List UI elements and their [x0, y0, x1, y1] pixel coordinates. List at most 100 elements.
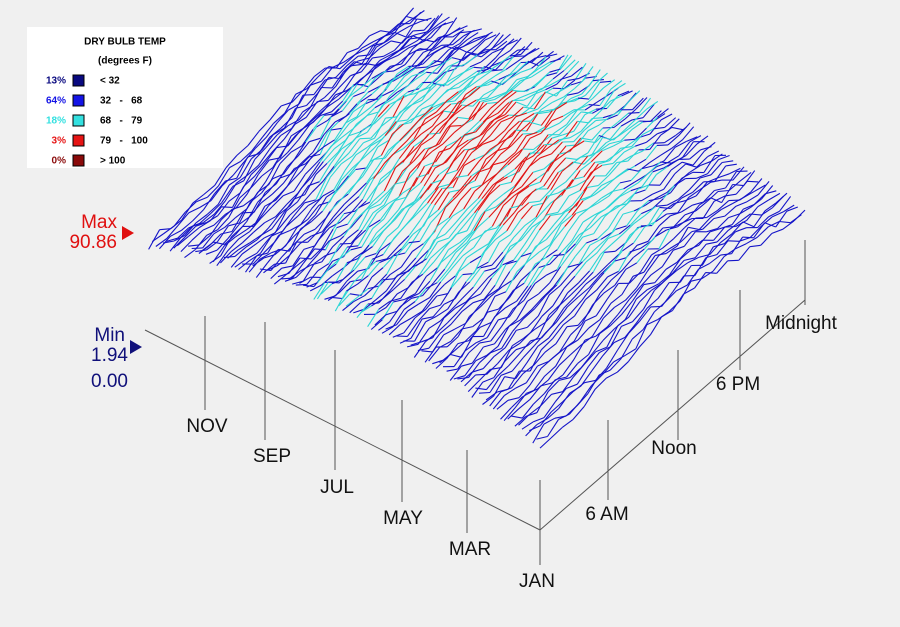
surface-line: [514, 186, 526, 196]
surface-line: [383, 183, 396, 206]
surface-line: [409, 161, 422, 174]
surface-line: [539, 189, 552, 202]
surface-line: [550, 171, 563, 191]
surface-line: [375, 290, 387, 301]
surface-line: [432, 303, 445, 318]
surface-line: [676, 262, 689, 272]
surface-line: [511, 337, 524, 347]
surface-line: [371, 298, 383, 307]
surface-line: [250, 163, 263, 176]
surface-line: [236, 156, 249, 179]
surface-line: [318, 176, 331, 200]
surface-line: [497, 114, 509, 122]
surface-line: [537, 314, 550, 338]
surface-line: [610, 314, 623, 326]
surface-line: [676, 284, 688, 292]
surface-line: [470, 234, 482, 242]
surface-line: [491, 224, 504, 241]
surface-line: [529, 367, 542, 386]
surface-line: [559, 312, 572, 325]
surface-line: [303, 245, 315, 250]
surface-line: [357, 275, 369, 285]
surface-line: [478, 391, 491, 394]
surface-line: [290, 145, 303, 153]
surface-line: [350, 213, 363, 228]
surface-line: [398, 25, 410, 33]
surface-line: [771, 228, 784, 234]
surface-line: [496, 130, 509, 146]
surface-line: [408, 220, 421, 237]
surface-line: [368, 233, 381, 246]
surface-line: [657, 129, 669, 135]
surface-line: [355, 147, 368, 156]
surface-line: [412, 10, 425, 19]
surface-line: [732, 166, 745, 181]
surface-line: [443, 110, 455, 114]
surface-line: [450, 328, 463, 342]
surface-line: [619, 179, 632, 184]
surface-line: [513, 225, 526, 238]
surface-line: [423, 17, 436, 31]
surface-line: [431, 143, 444, 153]
surface-line: [757, 181, 770, 196]
surface-line: [690, 278, 703, 282]
surface-line: [613, 336, 626, 344]
surface-line: [342, 84, 355, 102]
legend-swatch: [72, 154, 85, 167]
surface-line: [673, 200, 686, 205]
surface-line: [486, 120, 498, 132]
surface-line: [636, 248, 649, 264]
surface-line: [721, 203, 733, 210]
surface-line: [312, 114, 325, 130]
surface-line: [482, 356, 495, 370]
surface-line: [228, 192, 241, 202]
surface-line: [600, 243, 613, 255]
surface-line: [706, 209, 719, 219]
surface-line: [572, 161, 585, 165]
surface-line: [405, 199, 417, 208]
surface-line: [317, 268, 330, 283]
surface-line: [696, 135, 709, 145]
surface-line: [545, 72, 558, 77]
surface-line: [517, 166, 530, 183]
surface-line: [678, 122, 691, 136]
surface-line: [173, 234, 186, 242]
surface-line: [577, 287, 590, 298]
surface-line: [584, 120, 597, 131]
surface-line: [563, 79, 576, 90]
surface-line: [426, 241, 439, 260]
surface-line: [669, 223, 682, 230]
surface-line: [390, 248, 402, 259]
surface-line: [756, 226, 769, 238]
surface-line: [519, 92, 532, 99]
surface-line: [371, 267, 384, 278]
surface-line: [473, 211, 486, 232]
surface-line: [463, 190, 476, 210]
surface-line: [538, 71, 550, 83]
surface-line: [578, 270, 591, 284]
surface-line: [525, 365, 538, 384]
surface-line: [488, 43, 500, 52]
surface-line: [413, 118, 426, 139]
surface-line: [439, 103, 452, 115]
surface-line: [581, 80, 594, 95]
surface-line: [234, 246, 247, 257]
surface-line: [523, 93, 535, 101]
surface-line: [548, 90, 561, 99]
surface-line: [483, 75, 496, 84]
surface-line: [642, 103, 655, 119]
surface-line: [557, 195, 570, 213]
surface-line: [436, 89, 448, 102]
surface-line: [338, 88, 351, 100]
surface-line: [337, 175, 349, 190]
surface-line: [642, 311, 655, 330]
surface-line: [359, 137, 371, 140]
surface-line: [562, 109, 575, 117]
surface-line: [532, 168, 545, 173]
legend-percent: 13%: [46, 76, 66, 87]
surface-line: [547, 408, 560, 419]
surface-line: [450, 125, 462, 127]
surface-line: [389, 276, 402, 292]
surface-line: [710, 162, 723, 176]
